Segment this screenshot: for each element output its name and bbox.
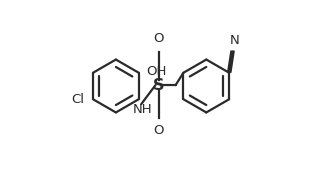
Text: S: S xyxy=(153,78,164,93)
Text: OH: OH xyxy=(146,64,167,78)
Text: Cl: Cl xyxy=(71,93,85,106)
Text: O: O xyxy=(153,32,164,45)
Text: O: O xyxy=(153,124,164,137)
Text: NH: NH xyxy=(132,103,152,116)
Text: N: N xyxy=(229,34,239,47)
